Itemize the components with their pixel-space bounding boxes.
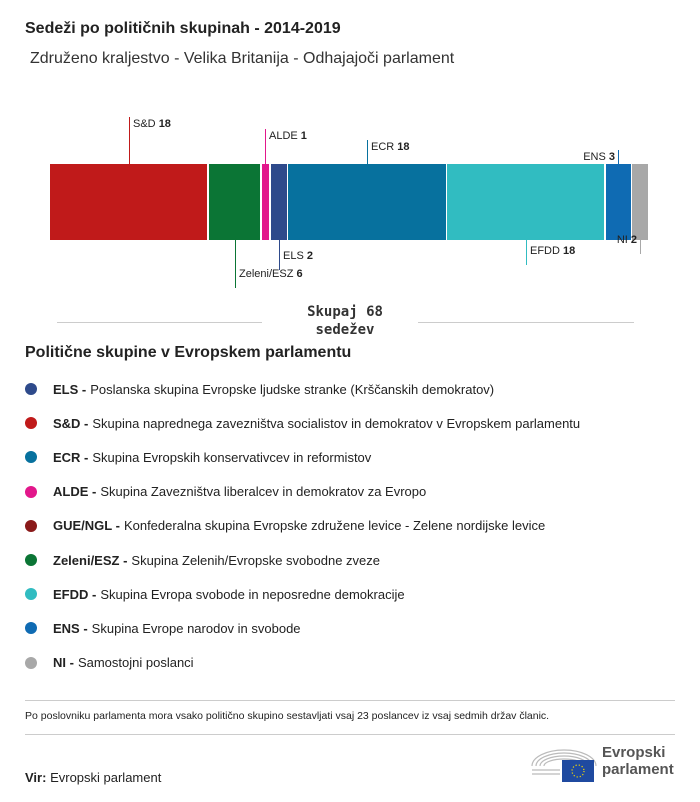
source-value: Evropski parlament xyxy=(50,770,162,785)
chart-subtitle: Združeno kraljestvo - Velika Britanija -… xyxy=(30,50,455,67)
label-leader-line xyxy=(265,129,266,164)
segment-label: ECR 18 xyxy=(371,141,410,153)
bar-segment-efdd xyxy=(447,164,605,240)
total-seats-label: Skupaj 68 sedežev xyxy=(270,303,420,339)
segment-label: S&D 18 xyxy=(133,118,171,130)
logo-line2: parlament xyxy=(602,761,674,778)
legend-dot-icon xyxy=(25,588,37,601)
legend-dot-icon xyxy=(25,622,37,635)
bar-segment-ecr xyxy=(288,164,446,240)
segment-label: Zeleni/ESZ 6 xyxy=(239,268,303,280)
segment-label: ELS 2 xyxy=(283,250,313,262)
bar-segment-zeleniesz xyxy=(208,164,261,240)
label-leader-line xyxy=(618,150,619,164)
hemicycle-flag-icon xyxy=(531,749,597,782)
legend-title: Politične skupine v Evropskem parlamentu xyxy=(25,344,352,361)
legend-item: S&D - Skupina naprednega zavezništva soci… xyxy=(25,406,580,440)
legend-dot-icon xyxy=(25,417,37,430)
logo-line1: Evropski xyxy=(602,744,666,761)
legend-name: Skupina naprednega zavezništva socialist… xyxy=(92,415,581,431)
bar-segment-alde xyxy=(261,164,270,240)
legend-name: Skupina Evropskih konservativcev in refo… xyxy=(92,449,372,465)
legend-abbr: ELS - xyxy=(53,381,87,397)
label-leader-line xyxy=(279,240,280,270)
legend-item: ECR - Skupina Evropskih konservativcev in… xyxy=(25,440,580,474)
legend-dot-icon xyxy=(25,451,37,464)
total-line2: sedežev xyxy=(315,322,375,338)
source-label: Vir: xyxy=(25,770,47,785)
chart-title: Sedeži po političnih skupinah - 2014-201… xyxy=(25,20,341,37)
legend-item: ALDE - Skupina Zavezništva liberalcev in … xyxy=(25,475,580,509)
bar-segment-els xyxy=(270,164,287,240)
segment-label: ENS 3 xyxy=(583,151,615,163)
divider xyxy=(25,700,675,701)
legend-abbr: GUE/NGL - xyxy=(53,518,120,534)
total-line1: Skupaj 68 xyxy=(307,304,383,320)
legend-item: NI - Samostojni poslanci xyxy=(25,646,580,680)
legend-item: Zeleni/ESZ - Skupina Zelenih/Evropske svo… xyxy=(25,543,580,577)
ep-logo: Evropski parlament xyxy=(530,744,680,784)
legend-abbr: S&D - xyxy=(53,415,89,431)
label-leader-line xyxy=(526,240,527,265)
legend-name: Poslanska skupina Evropske ljudske stran… xyxy=(90,381,495,397)
legend-item: ELS - Poslanska skupina Evropske ljudske … xyxy=(25,372,580,406)
bar-segment-ni xyxy=(632,164,649,240)
legend-item: EFDD - Skupina Evropa svobode in neposred… xyxy=(25,577,580,611)
legend-name: Skupina Evrope narodov in svobode xyxy=(91,620,301,636)
segment-label: EFDD 18 xyxy=(530,245,576,257)
legend-dot-icon xyxy=(25,554,37,567)
legend-name: Samostojni poslanci xyxy=(77,655,194,671)
bar-segment-ens xyxy=(605,164,631,240)
legend: ELS - Poslanska skupina Evropske ljudske … xyxy=(25,372,580,680)
legend-abbr: ECR - xyxy=(53,449,89,465)
legend-dot-icon xyxy=(25,519,37,532)
label-leader-line xyxy=(367,140,368,164)
legend-abbr: Zeleni/ESZ - xyxy=(53,552,128,568)
stacked-bar-chart: S&D 18 Zeleni/ESZ 6 ALDE 1 ELS 2 ECR 18 EFDD … xyxy=(0,100,700,300)
label-leader-line xyxy=(129,117,130,164)
legend-abbr: ALDE - xyxy=(53,484,97,500)
legend-dot-icon xyxy=(25,383,37,396)
legend-abbr: NI - xyxy=(53,655,74,671)
divider xyxy=(57,322,262,323)
legend-abbr: EFDD - xyxy=(53,586,97,602)
legend-name: Skupina Zelenih/Evropske svobodne zveze xyxy=(131,552,380,568)
divider xyxy=(418,322,634,323)
legend-dot-icon xyxy=(25,485,37,498)
legend-abbr: ENS - xyxy=(53,620,88,636)
legend-name: Skupina Zavezništva liberalcev in demokr… xyxy=(100,484,427,500)
label-leader-line xyxy=(235,240,236,288)
segment-label: ALDE 1 xyxy=(269,130,307,142)
legend-name: Konfederalna skupina Evropske združene l… xyxy=(123,518,546,534)
source: Vir: Evropski parlament xyxy=(25,770,161,785)
footnote: Po poslovniku parlamenta mora vsako poli… xyxy=(25,710,550,722)
segment-label: NI 2 xyxy=(616,234,637,246)
divider xyxy=(25,734,675,735)
bar-segment-sd xyxy=(50,164,208,240)
label-leader-line xyxy=(640,240,641,254)
legend-dot-icon xyxy=(25,656,37,669)
legend-item: GUE/NGL - Konfederalna skupina Evropske z… xyxy=(25,509,580,543)
legend-item: ENS - Skupina Evrope narodov in svobode xyxy=(25,611,580,645)
legend-name: Skupina Evropa svobode in neposredne dem… xyxy=(100,586,405,602)
